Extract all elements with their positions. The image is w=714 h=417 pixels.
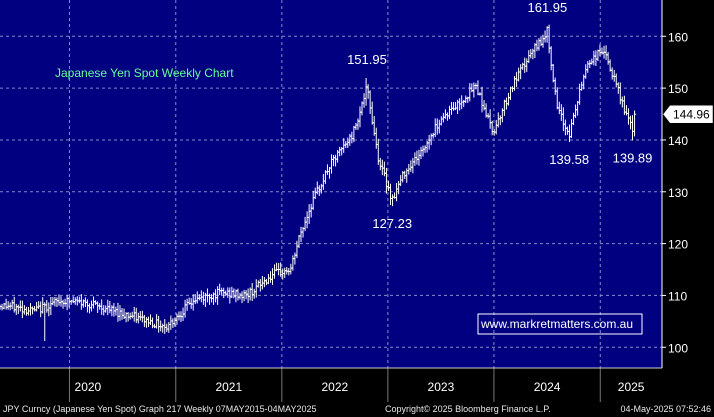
annotations: 151.95 127.23 161.95 139.58 139.89 bbox=[347, 0, 652, 231]
x-tick-label: 2022 bbox=[321, 380, 348, 394]
price-bar bbox=[632, 110, 637, 137]
price-annotation: 127.23 bbox=[372, 216, 412, 231]
y-tick-label: 100 bbox=[668, 341, 688, 355]
price-annotation: 139.89 bbox=[613, 151, 653, 166]
date-axis-area bbox=[0, 368, 662, 402]
y-tick-label: 110 bbox=[668, 289, 687, 303]
watermark-box bbox=[477, 313, 643, 335]
footer-bar: JPY Curncy (Japanese Yen Spot) Graph 217… bbox=[0, 402, 714, 417]
x-tick-label: 2025 bbox=[618, 380, 645, 394]
chart-title: Japanese Yen Spot Weekly Chart bbox=[55, 66, 234, 80]
watermark: www.markretmatters.com.au bbox=[477, 313, 643, 335]
last-price-box bbox=[662, 104, 714, 124]
plot-area bbox=[0, 0, 662, 368]
x-tick-label: 2023 bbox=[428, 380, 455, 394]
y-tick-label: 140 bbox=[668, 134, 688, 148]
x-axis: 2020 2021 2022 2023 2024 2025 bbox=[0, 367, 662, 402]
y-tick-label: 160 bbox=[668, 30, 688, 44]
watermark-text: www.markretmatters.com.au bbox=[480, 317, 633, 331]
price-annotation: 139.58 bbox=[549, 152, 589, 167]
y-axis: 100 110 120 130 140 150 160 bbox=[661, 0, 688, 368]
axis-area bbox=[662, 0, 714, 402]
last-price-marker: 144.96 bbox=[662, 104, 714, 124]
footer-copyright: Copyright© 2025 Bloomberg Finance L.P. bbox=[385, 404, 551, 414]
x-tick-label: 2020 bbox=[75, 380, 102, 394]
price-annotation: 161.95 bbox=[528, 0, 568, 15]
footer-timestamp: 04-May-2025 07:52:46 bbox=[620, 404, 711, 414]
y-tick-label: 130 bbox=[668, 186, 688, 200]
x-tick-label: 2021 bbox=[215, 380, 242, 394]
y-tick-label: 120 bbox=[668, 238, 688, 252]
last-price-label: 144.96 bbox=[673, 108, 710, 122]
x-tick-label: 2024 bbox=[534, 380, 561, 394]
footer-security: JPY Curncy (Japanese Yen Spot) Graph 217… bbox=[3, 404, 317, 414]
y-tick-label: 150 bbox=[668, 82, 688, 96]
price-annotation: 151.95 bbox=[347, 52, 387, 67]
price-bars bbox=[0, 24, 637, 342]
